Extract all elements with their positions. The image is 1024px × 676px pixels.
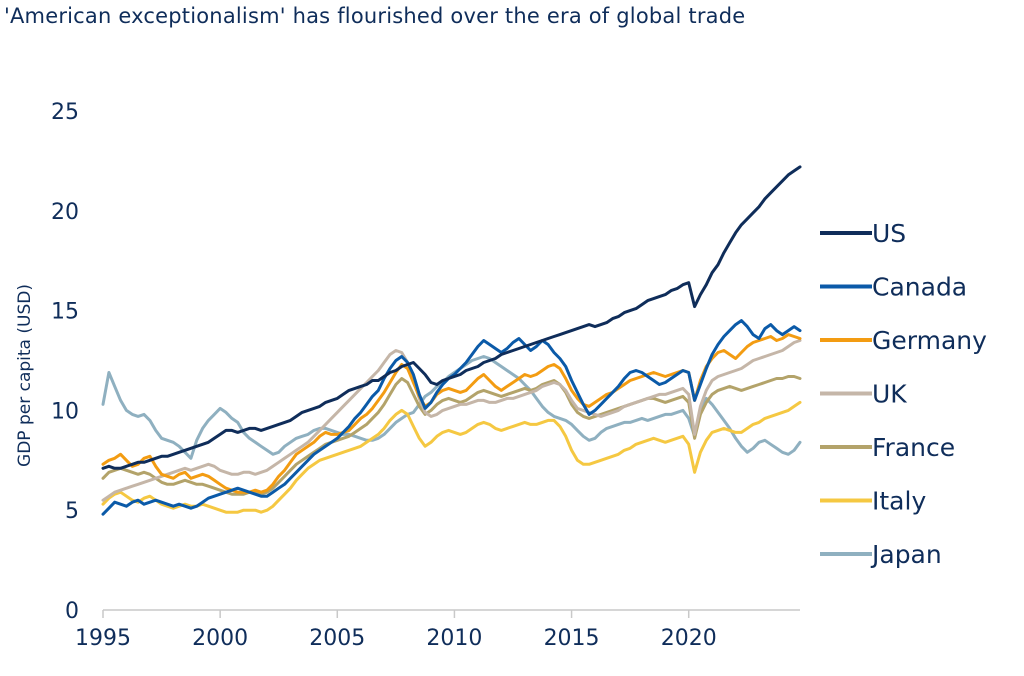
y-tick-label: 10	[51, 399, 79, 424]
y-tick-label: 15	[51, 300, 79, 325]
x-tick-label: 2015	[544, 626, 600, 651]
series-lines	[101, 165, 802, 516]
legend-label-uk: UK	[872, 380, 907, 409]
legend-label-japan: Japan	[870, 540, 942, 569]
axes: 1995 2000 2005 2010 2015 2020 0 5 10 15 20 25 GDP pe…	[15, 100, 800, 651]
y-tick-label: 20	[51, 200, 79, 225]
x-tick-label: 2005	[309, 626, 365, 651]
x-tick-label: 2000	[192, 626, 248, 651]
x-tick-label: 1995	[75, 626, 131, 651]
series-line-uk	[101, 339, 802, 502]
legend-label-france: France	[872, 433, 955, 462]
series-line-france	[101, 375, 802, 496]
y-tick-label: 5	[65, 499, 79, 524]
y-tick-label: 25	[51, 100, 79, 125]
legend: US Canada Germany UK France Italy Japan	[820, 219, 987, 569]
series-line-us	[101, 165, 802, 470]
y-tick-label: 0	[65, 599, 79, 624]
series-line-italy	[101, 400, 802, 514]
series-line-japan	[101, 355, 802, 460]
legend-label-canada: Canada	[872, 273, 967, 302]
x-tick-label: 2020	[661, 626, 717, 651]
legend-label-italy: Italy	[872, 487, 926, 516]
chart-title: 'American exceptionalism' has flourished…	[4, 4, 746, 28]
legend-label-us: US	[872, 219, 906, 248]
x-tick-label: 2010	[426, 626, 482, 651]
y-axis-label: GDP per capita (USD)	[15, 284, 35, 467]
legend-label-germany: Germany	[872, 326, 987, 355]
